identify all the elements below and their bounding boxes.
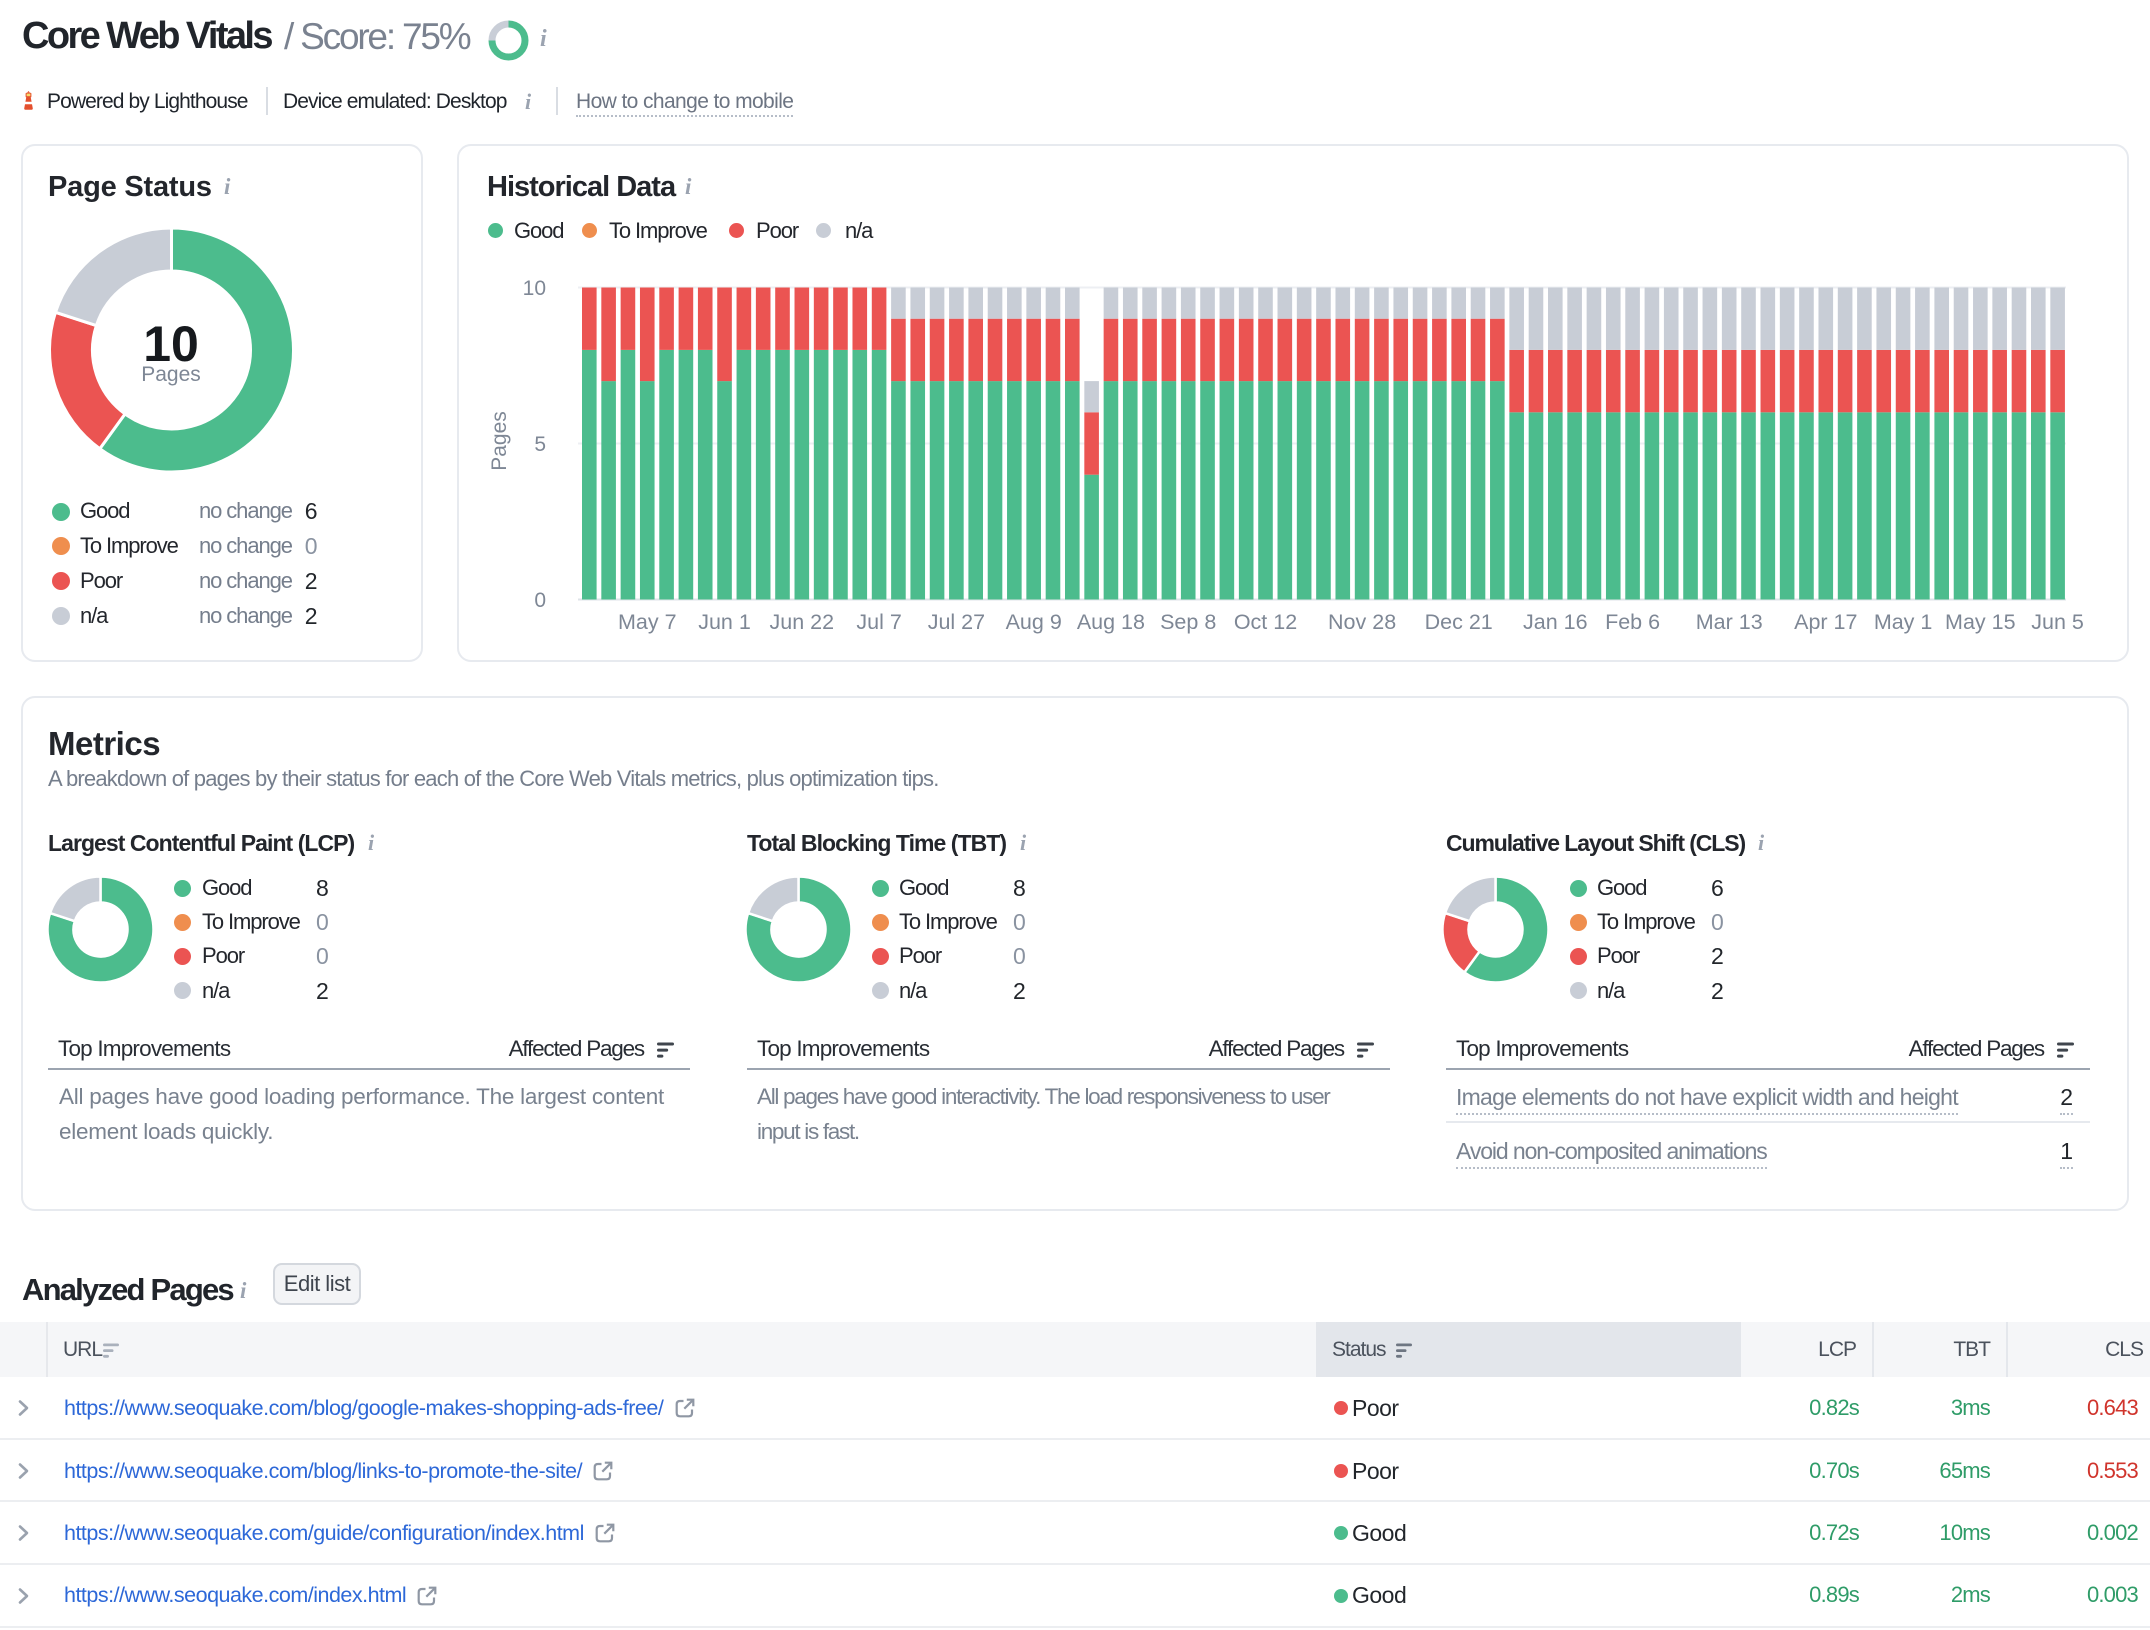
svg-text:Mar 13: Mar 13	[1696, 610, 1763, 634]
svg-text:Sep 8: Sep 8	[1160, 610, 1216, 634]
svg-text:Dec 21: Dec 21	[1425, 610, 1493, 634]
svg-text:Oct 12: Oct 12	[1234, 610, 1297, 634]
svg-text:Aug 18: Aug 18	[1077, 610, 1145, 634]
svg-text:Apr 17: Apr 17	[1794, 610, 1857, 634]
svg-text:Pages: Pages	[488, 411, 511, 471]
svg-text:5: 5	[534, 433, 546, 456]
svg-text:Nov 28: Nov 28	[1328, 610, 1396, 634]
svg-text:Feb 6: Feb 6	[1605, 610, 1660, 634]
svg-text:May 7: May 7	[618, 610, 677, 634]
svg-text:Jan 16: Jan 16	[1523, 610, 1588, 634]
svg-text:0: 0	[534, 589, 546, 612]
svg-text:Aug 9: Aug 9	[1006, 610, 1062, 634]
svg-text:Jul 7: Jul 7	[856, 610, 901, 634]
svg-text:Jun 5: Jun 5	[2031, 610, 2084, 634]
svg-text:Jun 1: Jun 1	[698, 610, 751, 634]
svg-text:Jul 27: Jul 27	[928, 610, 985, 634]
svg-text:May 15: May 15	[1945, 610, 2016, 634]
svg-text:10: 10	[523, 277, 546, 300]
svg-text:May 1: May 1	[1874, 610, 1933, 634]
svg-text:Jun 22: Jun 22	[770, 610, 835, 634]
